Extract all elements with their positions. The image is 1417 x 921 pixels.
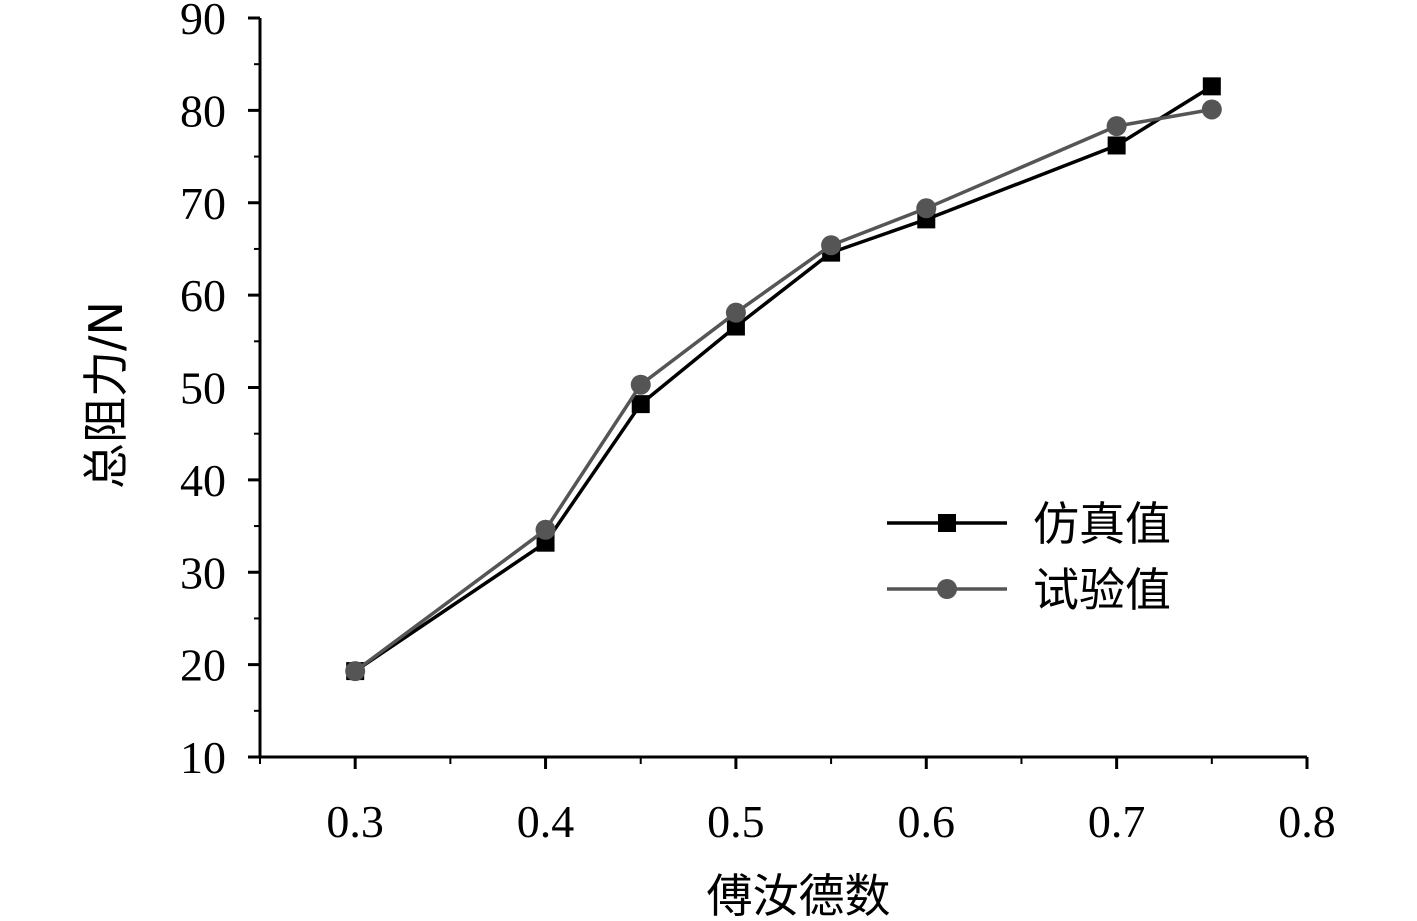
y-tick-label: 30	[180, 547, 226, 598]
x-axis-title: 傅汝德数	[707, 869, 891, 921]
x-tick-label: 0.8	[1278, 796, 1336, 847]
series-2-line	[354, 107, 1213, 673]
y-tick-label: 10	[180, 732, 226, 783]
x-tick-label: 0.3	[326, 796, 384, 847]
y-tick-label: 90	[180, 0, 226, 44]
y-tick-label: 60	[180, 270, 226, 321]
axes: 10 20 30 40 50 60 70 80 90 0.3 0.4 0.5 0.6 0.7 0.8 傅汝德数…	[79, 0, 1336, 921]
y-tick-label: 70	[180, 178, 226, 229]
y-tick-label: 40	[180, 455, 226, 506]
x-tick-label: 0.5	[707, 796, 765, 847]
legend-label: 仿真值	[1033, 497, 1171, 551]
series-1-line	[354, 84, 1213, 673]
series-layer	[345, 77, 1222, 682]
series-2	[345, 99, 1222, 682]
y-tick-label: 50	[180, 363, 226, 414]
data-point	[535, 519, 556, 540]
data-point	[726, 317, 745, 336]
data-point	[1106, 116, 1127, 137]
y-tick-label: 20	[180, 640, 226, 691]
legend-label: 试验值	[1033, 563, 1171, 617]
legend-marker	[937, 579, 957, 599]
data-point	[630, 374, 651, 395]
data-point	[631, 395, 650, 414]
data-point	[345, 661, 366, 682]
data-point	[1107, 136, 1126, 155]
x-tick-label: 0.4	[517, 796, 575, 847]
x-tick-label: 0.6	[898, 796, 956, 847]
y-axis-title: 总阻力/N	[79, 301, 133, 489]
data-point	[821, 235, 842, 256]
data-point	[1202, 77, 1221, 96]
x-tick-label: 0.7	[1088, 796, 1146, 847]
data-point	[725, 302, 746, 323]
y-tick-label: 80	[180, 85, 226, 136]
data-point	[916, 198, 937, 219]
legend-marker	[938, 514, 956, 532]
data-point	[1201, 99, 1222, 120]
